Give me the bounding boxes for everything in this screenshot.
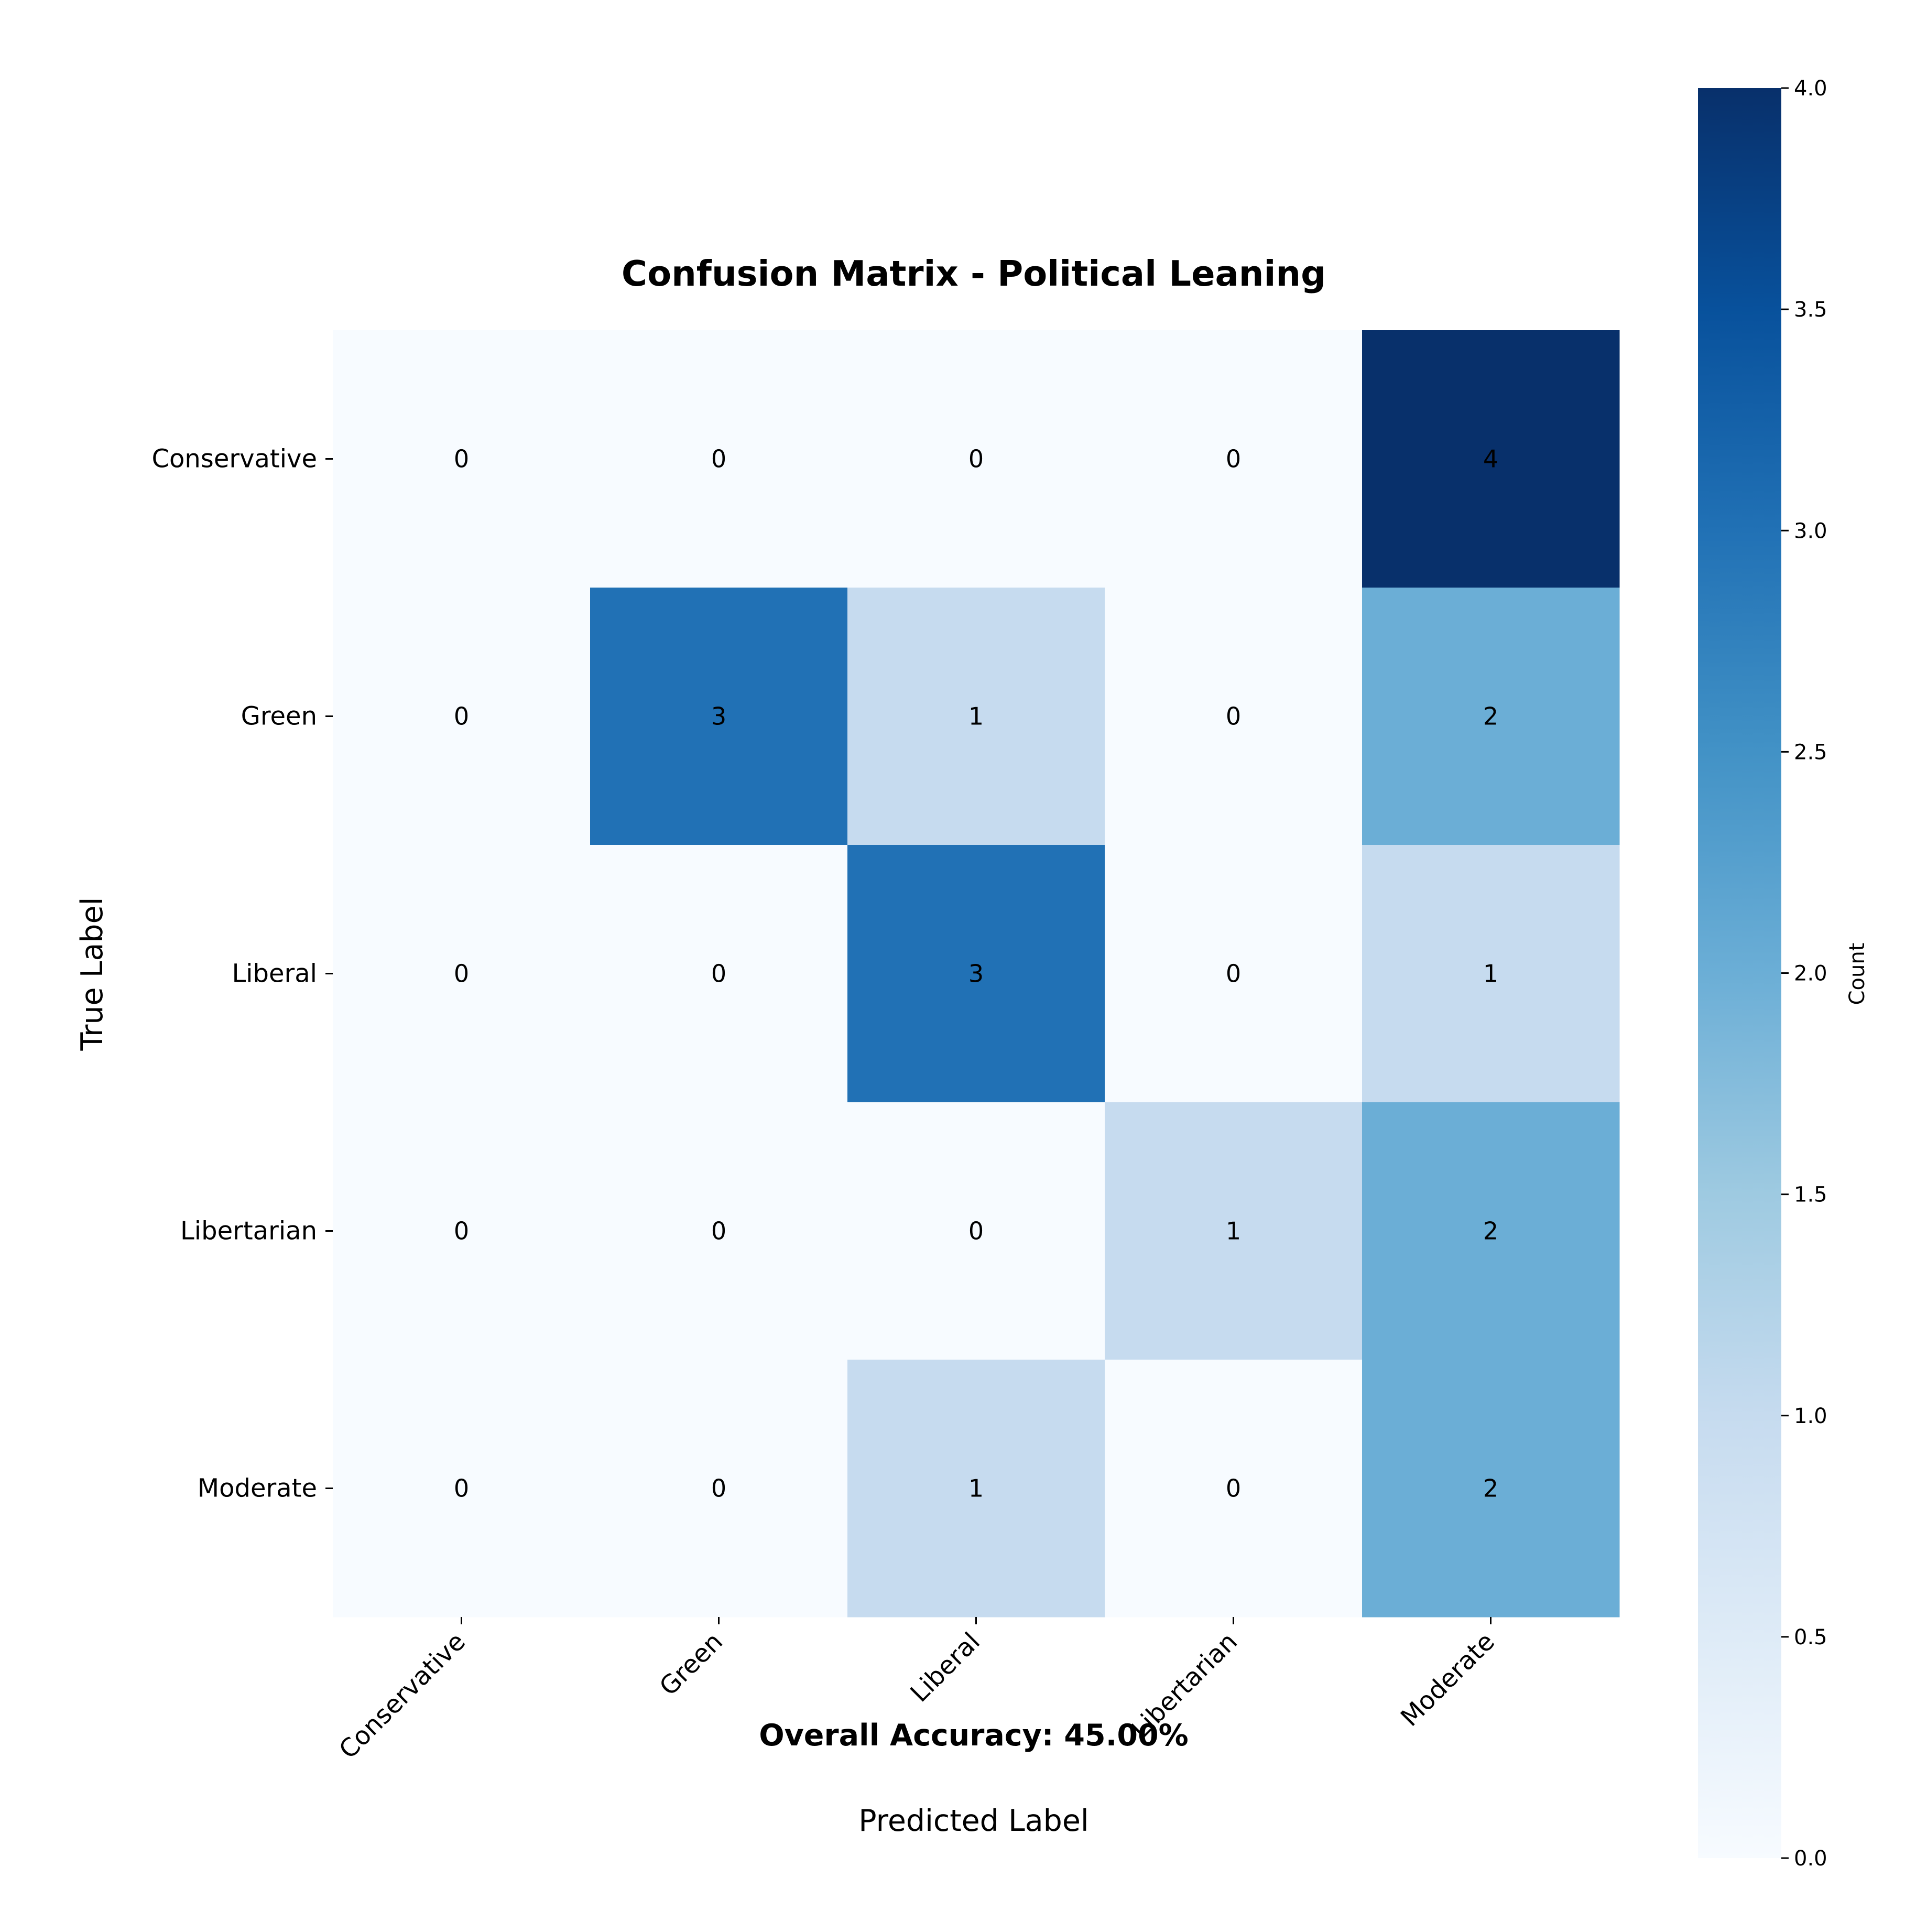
heatmap-cell bbox=[847, 588, 1105, 845]
heatmap-cell-value: 2 bbox=[1483, 1217, 1498, 1245]
heatmap-cells bbox=[333, 330, 1620, 1618]
heatmap-cell-value: 4 bbox=[1483, 445, 1498, 473]
heatmap-cell-value: 0 bbox=[968, 445, 984, 473]
colorbar-tick-label: 1.0 bbox=[1794, 1404, 1827, 1428]
colorbar-tick-label: 0.0 bbox=[1794, 1847, 1827, 1871]
y-tick-label: Green bbox=[241, 702, 317, 731]
colorbar-tick-label: 2.5 bbox=[1794, 740, 1827, 764]
heatmap-cell bbox=[1105, 588, 1363, 845]
heatmap-cell-value: 1 bbox=[1483, 960, 1498, 988]
heatmap-cell-value: 0 bbox=[1226, 960, 1241, 988]
heatmap-cell-value: 0 bbox=[711, 445, 726, 473]
heatmap-cell bbox=[847, 1360, 1105, 1618]
heatmap-cell bbox=[1105, 330, 1363, 588]
heatmap-cell bbox=[590, 1360, 848, 1618]
colorbar-tick-label: 4.0 bbox=[1794, 77, 1827, 101]
heatmap-cell-labels: 0 0 0 0 4 0 3 1 0 2 0 0 3 0 1 0 0 0 1 2 0 0 1 0 2 bbox=[454, 445, 1498, 1503]
heatmap-cell-value: 0 bbox=[1226, 1474, 1241, 1503]
x-tick-label: Liberal bbox=[905, 1627, 986, 1708]
colorbar-gradient bbox=[1698, 88, 1781, 1858]
heatmap-cell-value: 0 bbox=[454, 702, 469, 731]
y-tick-label: Liberal bbox=[232, 959, 317, 989]
heatmap-cell bbox=[333, 845, 591, 1103]
y-tick-label: Conservative bbox=[152, 444, 318, 474]
colorbar-tick-label: 1.5 bbox=[1794, 1183, 1827, 1207]
heatmap-cell-value: 1 bbox=[968, 1474, 984, 1503]
heatmap-cell-value: 1 bbox=[968, 702, 984, 731]
heatmap-cell bbox=[1362, 845, 1620, 1103]
chart-title: Confusion Matrix - Political Leaning bbox=[622, 253, 1326, 294]
heatmap-cell bbox=[1105, 1360, 1363, 1618]
y-tick-label: Libertarian bbox=[180, 1217, 317, 1246]
heatmap-cell-value: 0 bbox=[454, 1474, 469, 1503]
x-axis-label: Predicted Label bbox=[858, 1804, 1088, 1838]
heatmap-cell bbox=[1105, 1102, 1363, 1360]
heatmap-cell bbox=[590, 330, 848, 588]
heatmap-cell-value: 0 bbox=[454, 960, 469, 988]
colorbar-tick-label: 3.5 bbox=[1794, 298, 1827, 322]
colorbar-ticks: 0.0 0.5 1.0 1.5 2.0 2.5 3.0 3.5 4.0 bbox=[1781, 77, 1827, 1871]
heatmap-cell-value: 0 bbox=[1226, 445, 1241, 473]
heatmap-cell-value: 0 bbox=[711, 960, 726, 988]
colorbar-label: Count bbox=[1845, 943, 1869, 1005]
heatmap-cell bbox=[590, 588, 848, 845]
heatmap-cell-value: 2 bbox=[1483, 1474, 1498, 1503]
heatmap-cell bbox=[1362, 330, 1620, 588]
heatmap-cell-value: 0 bbox=[711, 1474, 726, 1503]
heatmap-cell bbox=[847, 330, 1105, 588]
heatmap-cell bbox=[333, 1102, 591, 1360]
y-axis-label: True Label bbox=[75, 897, 110, 1051]
y-tick-label: Moderate bbox=[198, 1474, 317, 1503]
heatmap-cell bbox=[1362, 1360, 1620, 1618]
heatmap-cell bbox=[333, 588, 591, 845]
heatmap-cell-value: 0 bbox=[454, 1217, 469, 1245]
x-tick-label: Moderate bbox=[1395, 1627, 1500, 1732]
colorbar-tick-label: 2.0 bbox=[1794, 962, 1827, 986]
heatmap-cell-value: 2 bbox=[1483, 702, 1498, 731]
y-axis-ticks: Conservative Green Liberal Libertarian Moder… bbox=[152, 444, 333, 1503]
heatmap-cell bbox=[1362, 1102, 1620, 1360]
heatmap-cell-value: 0 bbox=[454, 445, 469, 473]
heatmap-cell bbox=[847, 845, 1105, 1103]
heatmap-cell-value: 1 bbox=[1226, 1217, 1241, 1245]
x-tick-label: Green bbox=[654, 1627, 728, 1701]
colorbar-tick-label: 0.5 bbox=[1794, 1625, 1827, 1649]
heatmap-cell bbox=[590, 845, 848, 1103]
heatmap-cell bbox=[847, 1102, 1105, 1360]
heatmap-cell bbox=[1362, 588, 1620, 845]
heatmap-cell bbox=[333, 1360, 591, 1618]
heatmap-cell-value: 3 bbox=[711, 702, 726, 731]
x-tick-label: Conservative bbox=[333, 1627, 471, 1765]
heatmap-cell bbox=[333, 330, 591, 588]
colorbar-tick-label: 3.0 bbox=[1794, 519, 1827, 543]
accuracy-annotation: Overall Accuracy: 45.00% bbox=[759, 1718, 1189, 1753]
heatmap-cell-value: 0 bbox=[1226, 702, 1241, 731]
heatmap-cell bbox=[1105, 845, 1363, 1103]
heatmap-cell-value: 0 bbox=[968, 1217, 984, 1245]
heatmap-cell-value: 0 bbox=[711, 1217, 726, 1245]
heatmap-cell bbox=[590, 1102, 848, 1360]
heatmap-cell-value: 3 bbox=[968, 960, 984, 988]
